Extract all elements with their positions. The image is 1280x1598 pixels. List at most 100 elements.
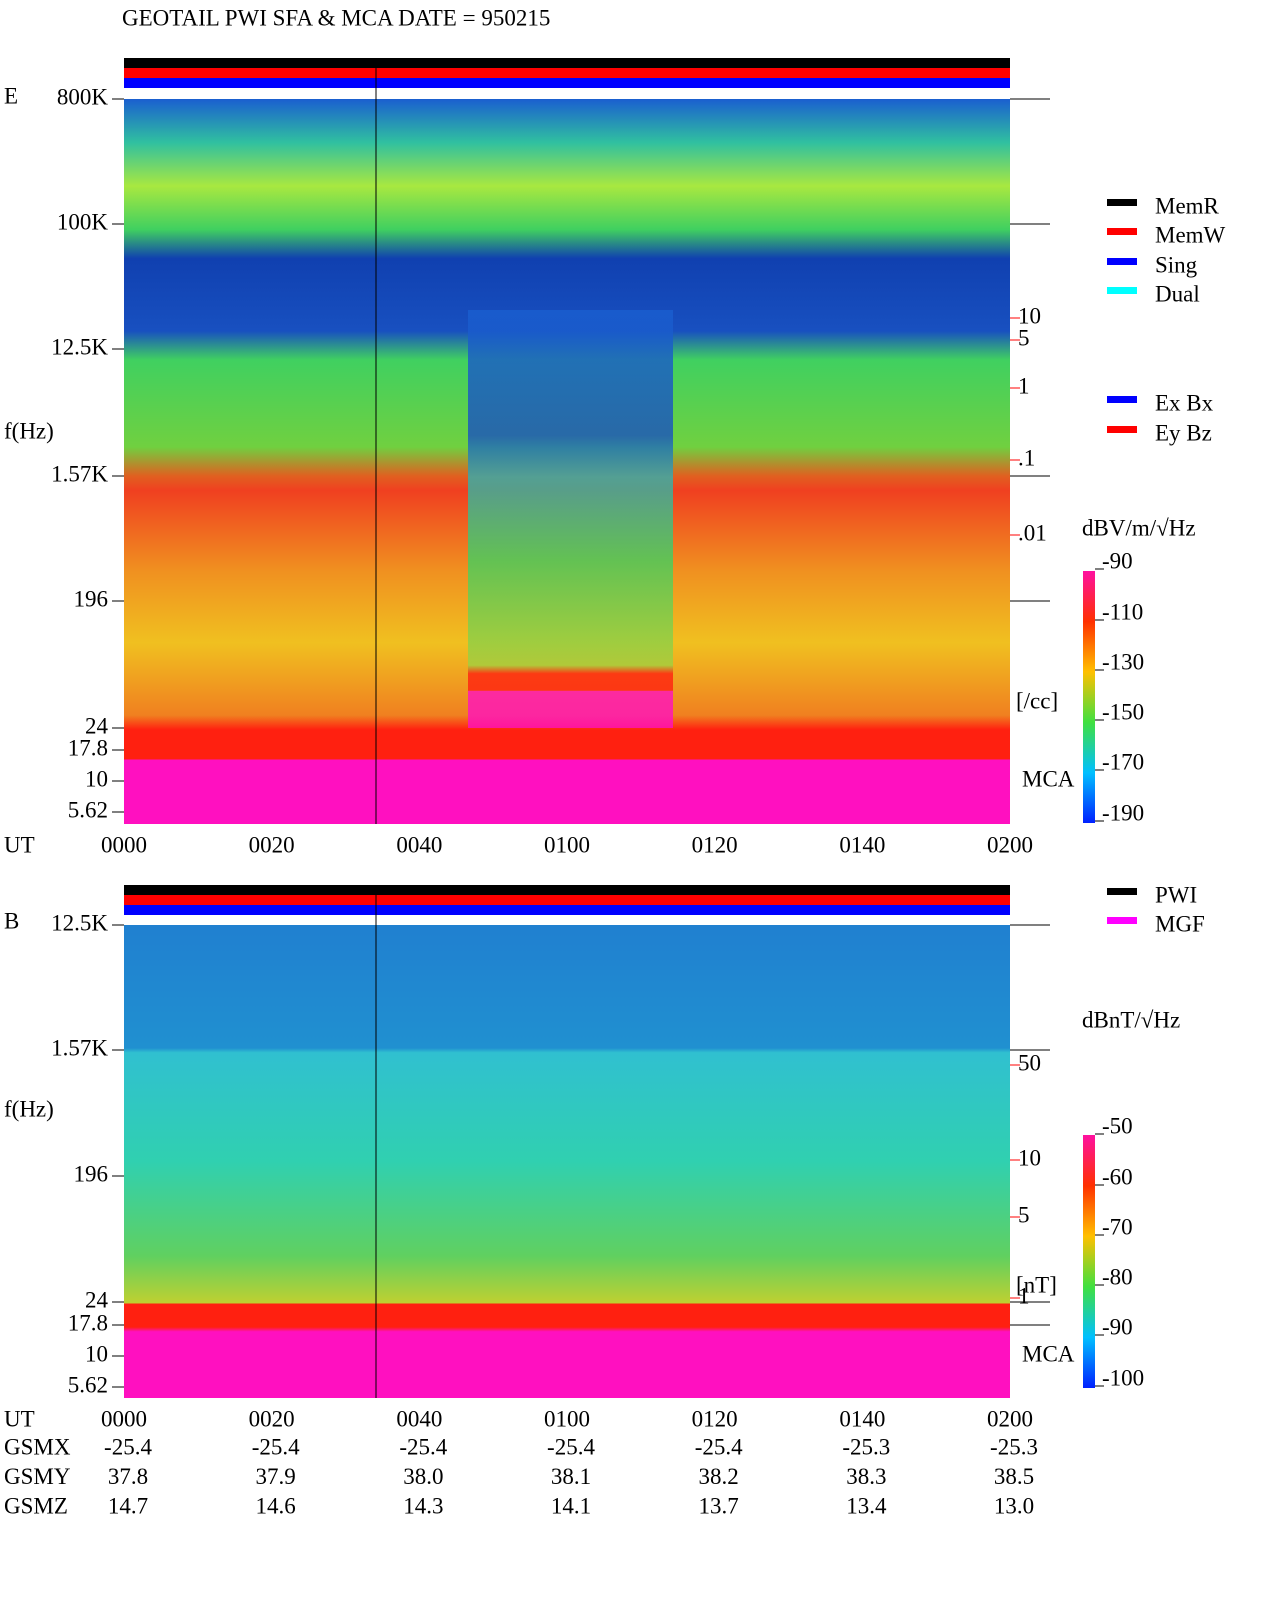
y-tick-label: 5.62 — [68, 797, 108, 822]
density-tick: 1 — [1018, 1283, 1030, 1308]
x-tick-label: 0100 — [544, 832, 590, 857]
panel-label: B — [4, 908, 19, 933]
density-tick: .01 — [1018, 520, 1047, 545]
x-axis-label: UT — [4, 832, 35, 857]
legend-swatch — [1107, 888, 1137, 895]
x-tick-label: 0120 — [692, 832, 738, 857]
x-tick-label: 0140 — [839, 832, 885, 857]
legend-swatch — [1107, 396, 1137, 403]
x-tick-label: 0040 — [396, 1406, 442, 1431]
status-bar — [124, 78, 1010, 88]
y-tick-label: 196 — [74, 1161, 109, 1186]
colorbar-tick: -90 — [1102, 548, 1133, 573]
orbit-label: GSMY — [4, 1464, 71, 1489]
orbit-value: 14.1 — [551, 1493, 591, 1518]
orbit-value: 38.1 — [551, 1464, 591, 1489]
density-tick: .1 — [1018, 445, 1035, 470]
x-tick-label: 0000 — [101, 832, 147, 857]
x-tick-label: 0100 — [544, 1406, 590, 1431]
orbit-value: 37.9 — [256, 1464, 296, 1489]
orbit-label: GSMX — [4, 1434, 71, 1459]
density-tick: 1 — [1018, 373, 1030, 398]
density-tick: 5 — [1018, 325, 1030, 350]
legend-label: Dual — [1155, 281, 1200, 306]
y-tick-label: 12.5K — [51, 334, 108, 359]
orbit-value: -25.4 — [252, 1434, 300, 1459]
legend-swatch — [1107, 917, 1137, 924]
density-unit: [/cc] — [1016, 688, 1058, 713]
legend-label: Sing — [1155, 252, 1198, 277]
orbit-value: -25.4 — [104, 1434, 152, 1459]
orbit-value: 37.8 — [108, 1464, 148, 1489]
y-tick-label: 10 — [85, 1341, 108, 1366]
orbit-value: -25.3 — [990, 1434, 1038, 1459]
colorbar-unit: dBnT/√Hz — [1082, 1007, 1180, 1032]
x-axis-label: UT — [4, 1406, 35, 1431]
y-tick-label: 24 — [85, 713, 109, 738]
colorbar-tick: -60 — [1102, 1164, 1133, 1189]
y-tick-label: 1.57K — [51, 1035, 108, 1060]
x-tick-label: 0020 — [249, 832, 295, 857]
status-bar — [124, 885, 1010, 895]
orbit-value: 38.2 — [699, 1464, 739, 1489]
status-bar — [124, 58, 1010, 68]
y-tick-label: 10 — [85, 766, 108, 791]
axis-label: f(Hz) — [4, 1096, 54, 1121]
legend-label: PWI — [1155, 882, 1197, 907]
orbit-value: 13.4 — [846, 1493, 887, 1518]
orbit-label: GSMZ — [4, 1493, 68, 1518]
colorbar-tick: -100 — [1102, 1365, 1144, 1390]
colorbar — [1083, 571, 1095, 823]
orbit-value: 38.5 — [994, 1464, 1034, 1489]
spectrogram-region — [468, 310, 673, 728]
orbit-value: 14.3 — [403, 1493, 443, 1518]
status-bar — [124, 68, 1010, 78]
density-tick: 10 — [1018, 1145, 1041, 1170]
y-tick-label: 196 — [74, 586, 109, 611]
mca-label: MCA — [1022, 766, 1075, 791]
y-tick-label: 17.8 — [68, 1310, 108, 1335]
colorbar-tick: -50 — [1102, 1113, 1133, 1138]
spectrogram — [124, 925, 1010, 1398]
orbit-value: 38.0 — [403, 1464, 443, 1489]
panel-label: E — [4, 83, 18, 108]
orbit-value: -25.4 — [547, 1434, 595, 1459]
density-tick: 50 — [1018, 1050, 1041, 1075]
x-tick-label: 0040 — [396, 832, 442, 857]
colorbar-tick: -130 — [1102, 649, 1144, 674]
density-unit: [nT] — [1016, 1272, 1057, 1297]
x-tick-label: 0200 — [987, 1406, 1033, 1431]
title: GEOTAIL PWI SFA & MCA DATE = 950215 — [122, 5, 550, 30]
y-tick-label: 100K — [57, 209, 109, 234]
colorbar — [1083, 1135, 1095, 1388]
orbit-value: 38.3 — [846, 1464, 886, 1489]
orbit-value: -25.3 — [842, 1434, 890, 1459]
legend-label: MemW — [1155, 222, 1226, 247]
y-tick-label: 24 — [85, 1287, 109, 1312]
y-tick-label: 800K — [57, 84, 109, 109]
legend-label: MemR — [1155, 193, 1220, 218]
status-bar — [124, 895, 1010, 905]
y-tick-label: 17.8 — [68, 735, 108, 760]
x-tick-label: 0140 — [839, 1406, 885, 1431]
orbit-value: -25.4 — [695, 1434, 743, 1459]
colorbar-tick: -190 — [1102, 800, 1144, 825]
legend-label: MGF — [1155, 911, 1205, 936]
y-tick-label: 5.62 — [68, 1372, 108, 1397]
x-tick-label: 0120 — [692, 1406, 738, 1431]
x-tick-label: 0200 — [987, 832, 1033, 857]
colorbar-tick: -90 — [1102, 1314, 1133, 1339]
legend-swatch — [1107, 258, 1137, 265]
density-tick: 5 — [1018, 1202, 1030, 1227]
orbit-value: 14.6 — [256, 1493, 296, 1518]
orbit-value: 14.7 — [108, 1493, 148, 1518]
legend-swatch — [1107, 199, 1137, 206]
mca-label: MCA — [1022, 1341, 1075, 1366]
colorbar-tick: -80 — [1102, 1264, 1133, 1289]
colorbar-tick: -170 — [1102, 749, 1144, 774]
orbit-value: 13.7 — [699, 1493, 739, 1518]
legend-swatch — [1107, 287, 1137, 294]
colorbar-tick: -150 — [1102, 699, 1144, 724]
legend-label: Ex Bx — [1155, 390, 1214, 415]
